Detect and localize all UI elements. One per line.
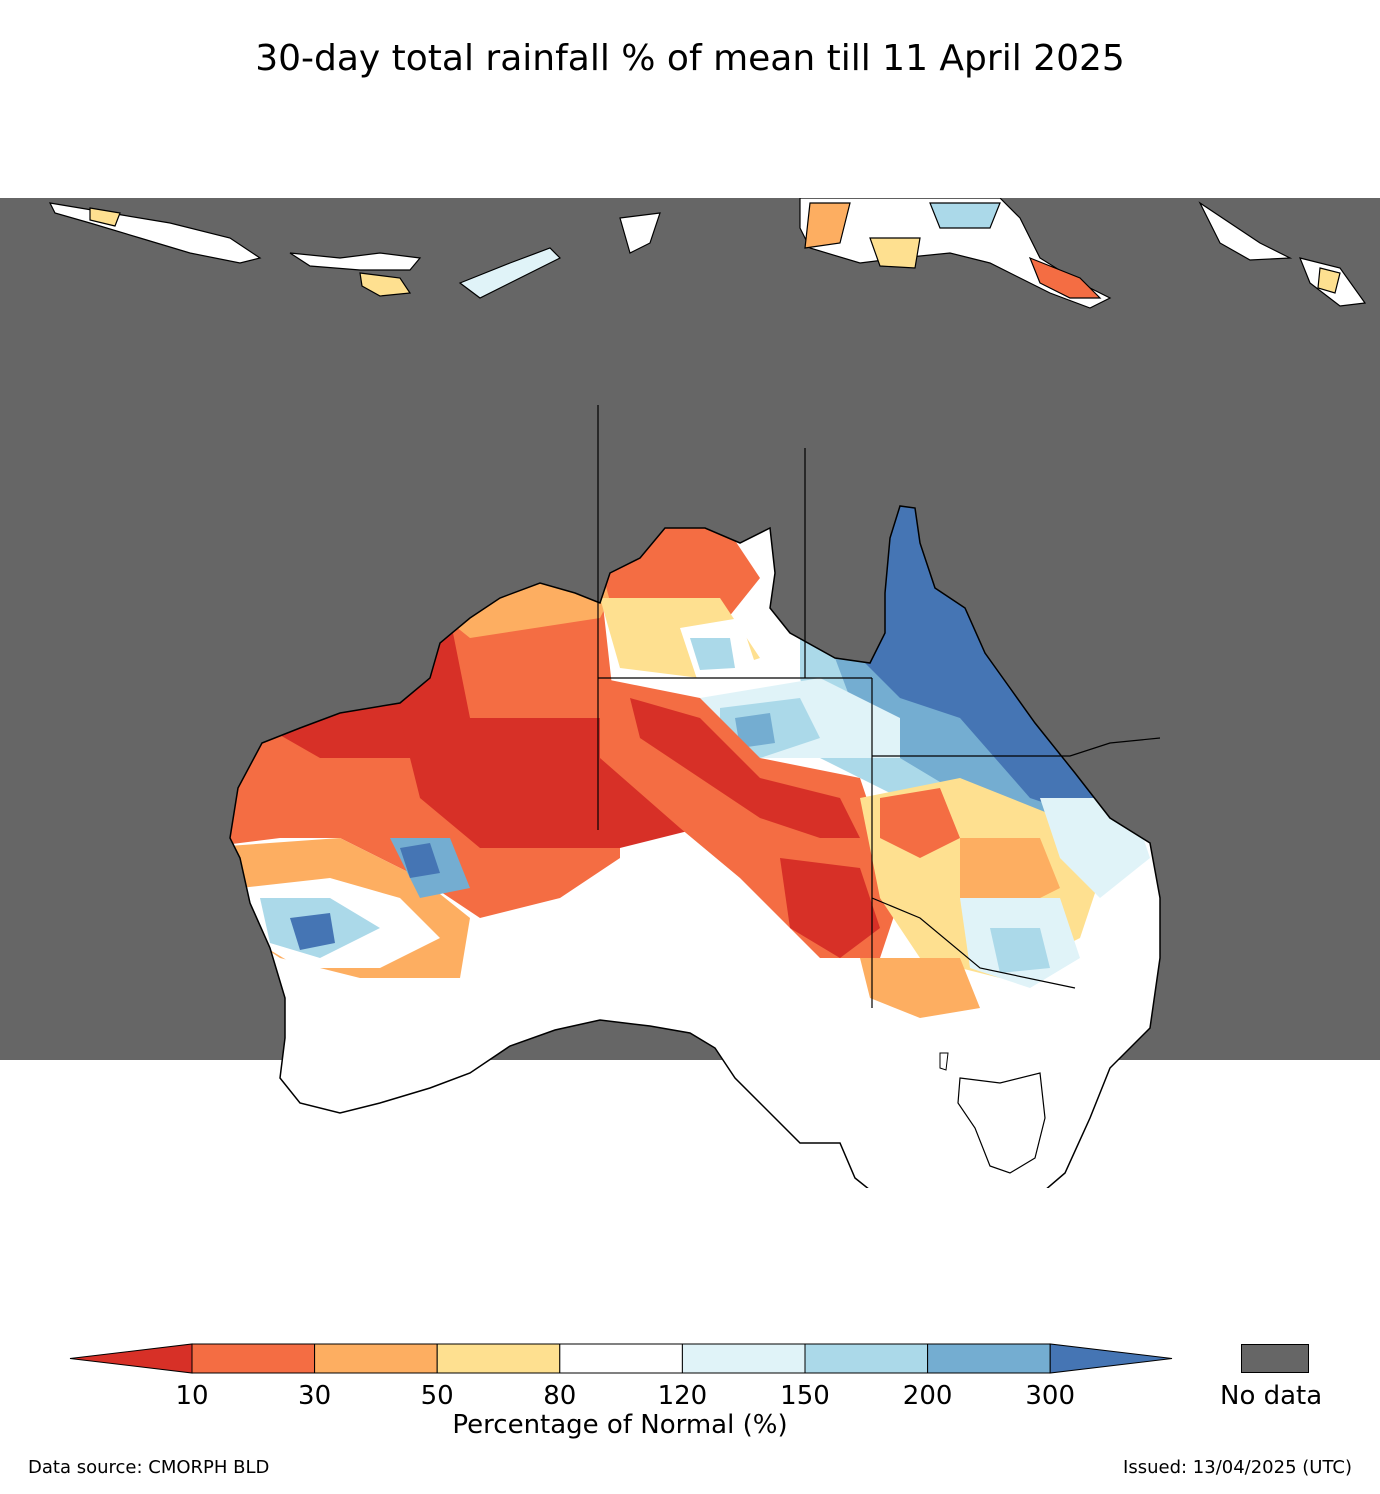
colorbar-extend-low [69, 1343, 193, 1374]
colorbar-tick-label: 120 [657, 1381, 708, 1411]
map-title: 30-day total rainfall % of mean till 11 … [255, 38, 1125, 79]
colorbar-segment [804, 1343, 929, 1374]
colorbar-label: Percentage of Normal (%) [452, 1410, 788, 1440]
data-source: Data source: CMORPH BLD [28, 1457, 270, 1478]
colorbar-tick-label: 150 [780, 1381, 830, 1411]
colorbar-segment [927, 1343, 1051, 1374]
colorbar-tick-label: 300 [1025, 1381, 1076, 1411]
colorbar-tick-label: 30 [298, 1381, 332, 1411]
colorbar-segment [314, 1343, 438, 1374]
colorbar-segment [559, 1343, 683, 1374]
colorbar-segments [69, 1343, 1173, 1374]
rainfall-map [0, 198, 1380, 1188]
colorbar-tick-label: 200 [902, 1381, 953, 1411]
colorbar-extend-high [1049, 1343, 1173, 1374]
state-borders [597, 405, 1161, 1008]
colorbar-tick-label: 10 [175, 1381, 209, 1411]
indonesia-islands [48, 198, 1367, 309]
tasmania [939, 1052, 1046, 1174]
no-data-label: No data [1220, 1381, 1323, 1411]
colorbar-segment [436, 1343, 561, 1374]
colorbar-tick-label: 50 [420, 1381, 454, 1411]
colorbar-tick-label: 80 [543, 1381, 577, 1411]
no-data-swatch [1241, 1344, 1309, 1373]
colorbar-segment [681, 1343, 806, 1374]
issued-date: Issued: 13/04/2025 (UTC) [1123, 1457, 1352, 1478]
colorbar-segment [191, 1343, 316, 1374]
colorbar [0, 1330, 1380, 1440]
